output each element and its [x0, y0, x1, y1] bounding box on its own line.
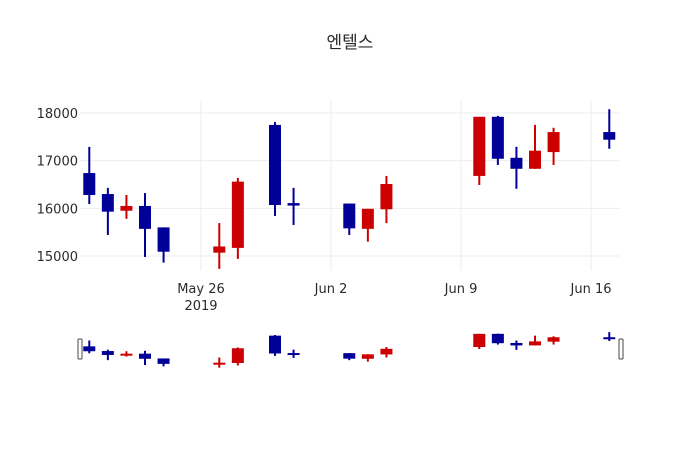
- y-tick-label: 18000: [37, 107, 78, 122]
- x-tick-label: May 26: [177, 282, 225, 297]
- slider-candle: [547, 336, 560, 345]
- gridlines: [80, 100, 620, 270]
- x-tick-label: Jun 9: [444, 282, 478, 297]
- slider-candle: [603, 332, 616, 341]
- slider-candle: [491, 333, 504, 345]
- range-slider[interactable]: [77, 332, 624, 368]
- slider-candle: [157, 358, 170, 367]
- candle: [269, 122, 281, 216]
- candle: [231, 177, 244, 259]
- slider-candle: [120, 351, 133, 357]
- slider-candle: [361, 354, 374, 362]
- slider-candle: [343, 353, 356, 361]
- candle: [83, 146, 96, 205]
- y-tick-label: 15000: [37, 250, 78, 265]
- y-axis: 15000 16000 17000 18000: [37, 107, 78, 265]
- candles: [83, 109, 616, 269]
- slider-candle: [83, 340, 96, 354]
- candle: [380, 175, 393, 224]
- candle: [529, 124, 541, 169]
- chart-title: 엔텔스: [327, 33, 374, 53]
- candle: [139, 193, 151, 257]
- slider-candle: [231, 347, 244, 366]
- slider-candle: [473, 333, 486, 350]
- slider-handle-right[interactable]: [618, 338, 624, 360]
- candle: [213, 223, 226, 269]
- candle: [547, 127, 560, 165]
- candle: [287, 187, 300, 226]
- slider-candle: [101, 349, 114, 361]
- candle: [491, 115, 504, 165]
- candle: [343, 203, 356, 236]
- slider-candle: [139, 350, 151, 366]
- candle: [120, 194, 133, 219]
- x-axis: May 26 2019 Jun 2 Jun 9 Jun 16: [177, 282, 611, 314]
- candle: [510, 146, 523, 189]
- y-tick-label: 17000: [37, 155, 78, 170]
- candle: [157, 227, 170, 263]
- x-tick-label: Jun 2: [314, 282, 348, 297]
- slider-candle: [529, 335, 541, 346]
- x-tick-label: 2019: [184, 299, 217, 314]
- candle: [361, 208, 374, 242]
- slider-candle: [287, 349, 300, 358]
- slider-candle: [213, 357, 226, 368]
- slider-candle: [510, 340, 523, 350]
- slider-candle: [269, 335, 281, 356]
- y-tick-label: 16000: [37, 202, 78, 217]
- slider-handle-left[interactable]: [77, 338, 83, 360]
- candle: [473, 116, 486, 185]
- candle: [101, 187, 114, 236]
- x-tick-label: Jun 16: [570, 282, 612, 297]
- slider-candle: [380, 347, 393, 358]
- candle: [603, 109, 616, 149]
